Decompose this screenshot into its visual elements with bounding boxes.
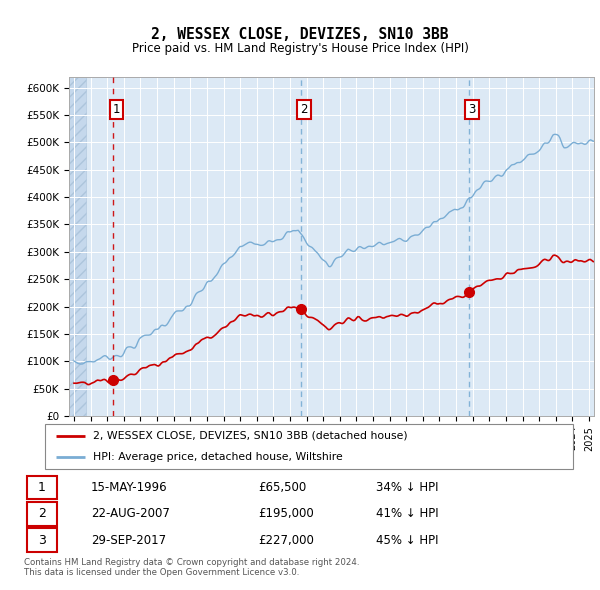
Text: Price paid vs. HM Land Registry's House Price Index (HPI): Price paid vs. HM Land Registry's House … bbox=[131, 42, 469, 55]
Text: £195,000: £195,000 bbox=[259, 507, 314, 520]
Text: £227,000: £227,000 bbox=[259, 533, 314, 546]
FancyBboxPatch shape bbox=[27, 502, 58, 526]
Text: £65,500: £65,500 bbox=[259, 481, 307, 494]
Text: 22-AUG-2007: 22-AUG-2007 bbox=[91, 507, 170, 520]
Text: 1: 1 bbox=[113, 103, 121, 116]
Text: 3: 3 bbox=[38, 533, 46, 546]
Text: HPI: Average price, detached house, Wiltshire: HPI: Average price, detached house, Wilt… bbox=[92, 452, 342, 462]
FancyBboxPatch shape bbox=[27, 528, 58, 552]
Text: 2, WESSEX CLOSE, DEVIZES, SN10 3BB: 2, WESSEX CLOSE, DEVIZES, SN10 3BB bbox=[151, 27, 449, 41]
Text: 45% ↓ HPI: 45% ↓ HPI bbox=[376, 533, 438, 546]
Text: 34% ↓ HPI: 34% ↓ HPI bbox=[376, 481, 438, 494]
FancyBboxPatch shape bbox=[45, 424, 573, 469]
Text: 3: 3 bbox=[468, 103, 476, 116]
Text: 1: 1 bbox=[38, 481, 46, 494]
Text: 2, WESSEX CLOSE, DEVIZES, SN10 3BB (detached house): 2, WESSEX CLOSE, DEVIZES, SN10 3BB (deta… bbox=[92, 431, 407, 441]
Text: Contains HM Land Registry data © Crown copyright and database right 2024.
This d: Contains HM Land Registry data © Crown c… bbox=[24, 558, 359, 577]
Text: 29-SEP-2017: 29-SEP-2017 bbox=[91, 533, 166, 546]
Text: 2: 2 bbox=[38, 507, 46, 520]
Text: 2: 2 bbox=[300, 103, 308, 116]
FancyBboxPatch shape bbox=[27, 476, 58, 500]
Text: 41% ↓ HPI: 41% ↓ HPI bbox=[376, 507, 438, 520]
Text: 15-MAY-1996: 15-MAY-1996 bbox=[91, 481, 167, 494]
Bar bbox=[69, 77, 86, 416]
